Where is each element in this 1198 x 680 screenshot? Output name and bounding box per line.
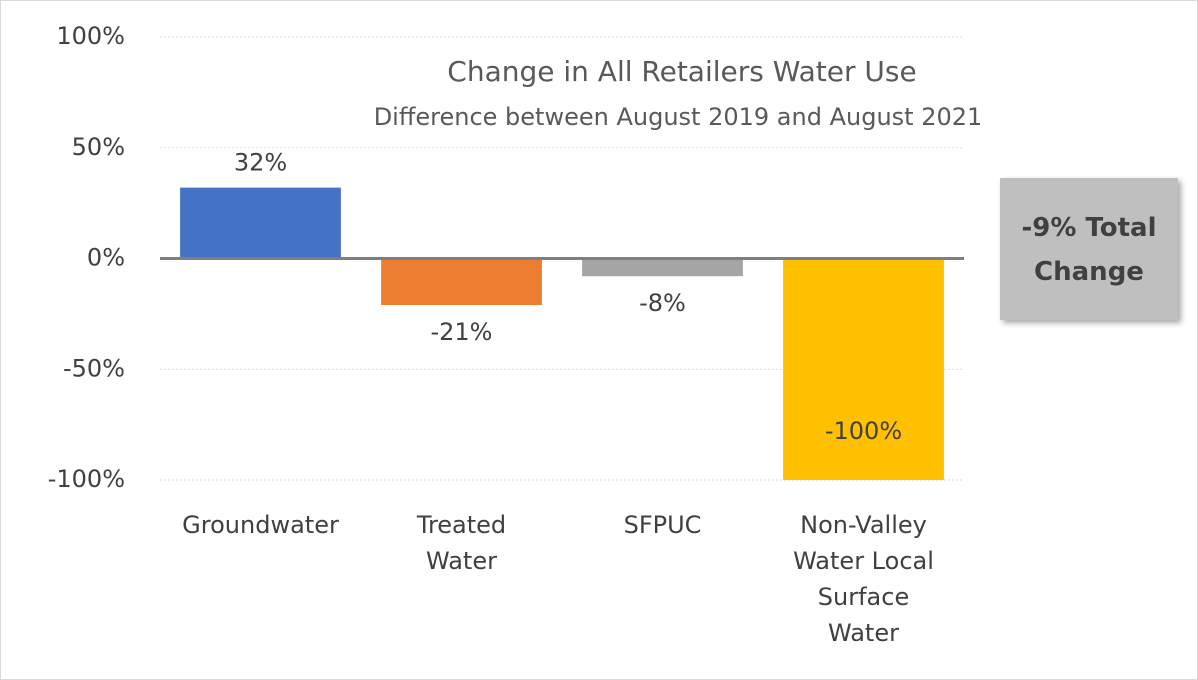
y-tick-label: 50% xyxy=(72,133,125,161)
bar xyxy=(381,258,542,306)
x-tick-label: Treated Water xyxy=(416,511,506,575)
annotation: -9% Total Change xyxy=(1021,213,1156,287)
bar xyxy=(783,258,944,480)
bar xyxy=(180,187,341,259)
value-label: -100% xyxy=(825,417,902,445)
x-tick-label: Non-Valley Water Local Surface Water xyxy=(793,511,934,647)
annotation-box xyxy=(1000,178,1178,320)
chart-subtitle: Difference between August 2019 and Augus… xyxy=(374,103,983,131)
value-label: -21% xyxy=(430,318,492,346)
x-tick-label: SFPUC xyxy=(624,511,702,539)
x-tick-label: Groundwater xyxy=(182,511,339,539)
y-tick-label: -50% xyxy=(63,354,125,382)
chart-title: Change in All Retailers Water Use xyxy=(447,55,916,88)
value-label: 32% xyxy=(234,149,287,177)
y-tick-label: 0% xyxy=(87,244,125,272)
y-tick-label: -100% xyxy=(48,465,125,493)
bar xyxy=(582,258,743,277)
value-label: -8% xyxy=(639,289,686,317)
y-tick-label: 100% xyxy=(56,22,125,50)
